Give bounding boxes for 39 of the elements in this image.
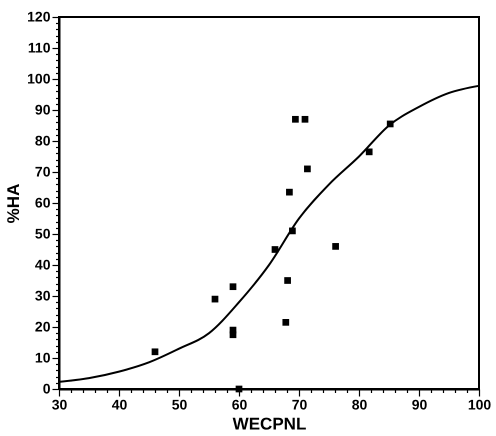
- x-tick-label: 100: [468, 396, 492, 412]
- y-tick-label: 60: [34, 194, 51, 210]
- x-tick-label: 50: [172, 396, 188, 412]
- x-tick-label: 40: [112, 396, 128, 412]
- point: [286, 188, 293, 196]
- y-tick-label: 10: [34, 350, 51, 366]
- x-tick-label: 70: [292, 396, 308, 412]
- point: [212, 296, 218, 302]
- y-tick-label: 110: [28, 40, 51, 56]
- point: [332, 243, 339, 250]
- y-tick-label: 40: [34, 256, 51, 272]
- point: [302, 116, 308, 123]
- point: [152, 348, 158, 356]
- x-tick-label: 90: [412, 396, 428, 412]
- y-tick-label: 90: [34, 102, 51, 118]
- point: [366, 148, 373, 156]
- x-axis-title: WECPNL: [232, 414, 306, 434]
- y-tick-label: 50: [34, 226, 51, 242]
- y-tick-label: 30: [34, 288, 51, 304]
- point: [230, 331, 236, 338]
- point: [230, 283, 236, 290]
- point: [304, 166, 311, 172]
- point: [386, 120, 394, 128]
- point: [282, 318, 290, 326]
- x-tick-label: 60: [232, 396, 248, 412]
- y-tick-label: 0: [42, 380, 51, 396]
- y-tick-label: 100: [27, 70, 51, 86]
- point: [289, 228, 296, 234]
- point: [236, 386, 242, 392]
- y-tick-label: 80: [34, 132, 51, 148]
- y-axis-title: %HA: [4, 184, 24, 224]
- y-tick-label: 70: [34, 164, 51, 180]
- point: [284, 277, 291, 284]
- y-tick-label: 20: [34, 318, 51, 334]
- point: [292, 116, 299, 123]
- x-tick-label: 80: [352, 396, 368, 412]
- point: [272, 246, 278, 253]
- x-tick-label: 30: [52, 396, 68, 412]
- y-tick-label: 120: [27, 8, 51, 24]
